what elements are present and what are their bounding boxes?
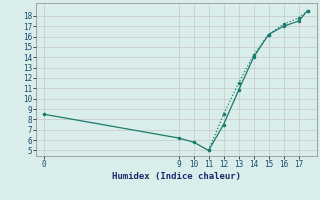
X-axis label: Humidex (Indice chaleur): Humidex (Indice chaleur) <box>112 172 241 181</box>
